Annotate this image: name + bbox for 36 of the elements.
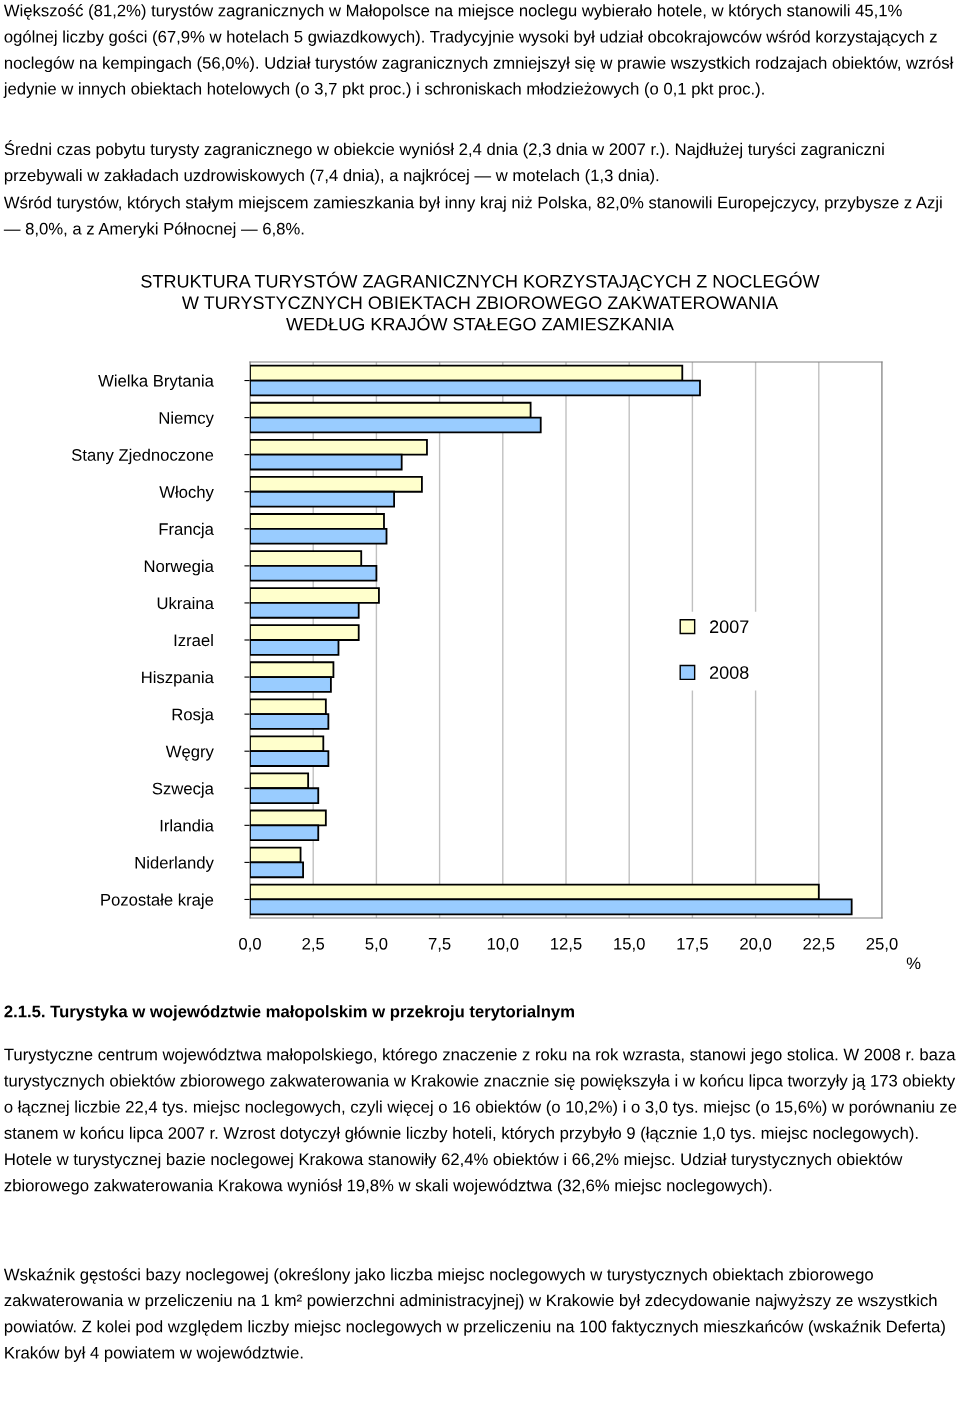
chart-title: STRUKTURA TURYSTÓW ZAGRANICZNYCH KORZYSTAJĄCYCH Z NOCLEGÓW W TURYSTYCZNYCH OBIEKTACH ZBIOROWEGO ZAKWATEROWANIA WEDŁUG KRAJÓW STAŁEGO ZAMIESZKANIA: [141, 271, 820, 331]
x-tick-label: 2,5: [302, 937, 325, 952]
legend-label: 2008: [710, 666, 749, 679]
text: 2.1.5. Turystyka w województwie małopolskim w przekroju terytorialnym: [4, 1005, 574, 1021]
x-axis-title: %: [906, 957, 921, 970]
y-tick-label: Niemcy: [159, 411, 214, 428]
text: Wśród turystów, których stałym miejscem zamieszkania był inny kraj niż Polska, 82,0% stanowili Europejczycy, przybysze z Azji — 8,0%, a z Ameryki Północnej — 6,8%.: [3, 196, 942, 238]
x-tick-label: 25,0: [866, 937, 898, 952]
y-tick-label: Węgry: [165, 745, 214, 761]
y-tick-label: Włochy: [159, 485, 214, 502]
y-tick-label: Niderlandy: [135, 856, 214, 872]
y-tick-label: Wielka Brytania: [98, 374, 214, 391]
x-tick-label: 12,5: [551, 937, 582, 952]
x-tick-label: 10,0: [487, 937, 519, 952]
text: Wskaźnik gęstości bazy noclegowej (określony jako liczba miejsc noclegowych w turystycznych obiektach zbiorowego zakwaterowania w przeliczeniu na 1 km² powierzchni administracyjnej) w Krakowie był zdecydowanie najwyższy ze wszystkich powiatów. Z kolei pod względem liczby miejsc noclegowych w przeliczeniu na 100 faktycznych mieszkańców (wskaźnik Deferta) Kraków był 4 powiatem w województwie.: [3, 1268, 945, 1362]
x-tick-label: 17,5: [677, 938, 708, 952]
y-tick-label: Szwecja: [152, 782, 214, 798]
legend-label: 2007: [710, 620, 749, 634]
y-tick-label: Rosja: [172, 708, 214, 724]
x-tick-label: 22,5: [803, 937, 835, 952]
x-tick-label: 5,0: [365, 937, 388, 952]
x-tick-label: 20,0: [740, 937, 772, 952]
y-tick-label: Stany Zjednoczone: [71, 448, 214, 465]
text: Większość (81,2%) turystów zagranicznych w Małopolsce na miejsce noclegu wybierało hotele, w których stanowili 45,1% ogólnej liczby gości (67,9% w hotelach 5 gwiazdkowych). Tradycyjnie wysoki był udział obcokrajowców wśród korzystających z noclegów na kempingach (56,0%). Udział turystów zagranicznych zmniejszył się w prawie wszystkich rodzajach obiektów, wzrósł jedynie w innych obiektach hotelowych (o 3,7 pkt proc.) i schroniskach młodzieżowych (o 0,1 pkt proc.).: [3, 4, 954, 98]
y-tick-label: Ukraina: [157, 596, 214, 610]
y-tick-label: Francja: [159, 522, 214, 539]
y-tick-label: Izrael: [174, 633, 213, 647]
text: Turystyczne centrum województwa małopolskiego, którego znaczenie z roku na rok wzrasta, stanowi jego stolica. W 2008 r. baza turystycznych obiektów zbiorowego zakwaterowania w Krakowie znacznie się powiększyła i w końcu lipca tworzyły ją 173 obiekty o łącznej liczbie 22,4 tys. miejsc noclegowych, czyli więcej o 16 obiektów (o 10,2%) i o 3,0 tys. miejsc (o 15,6%) w porównaniu ze stanem w końcu lipca 2007 r. Wzrost dotyczył głównie liczby hoteli, których przybyło 9 (łącznie 1,0 tys. miejsc noclegowych). Hotele w turystycznej bazie noclegowej Krakowa stanowiły 62,4% obiektów i 66,2% miejsc. Udział turystycznych obiektów zbiorowego zakwaterowania Krakowa wyniósł 19,8% w skali województwa (32,6% miejsc noclegowych).: [4, 1048, 957, 1195]
text: Średni czas pobytu turysty zagranicznego w obiekcie wyniósł 2,4 dnia (2,3 dnia w 2007 r.). Najdłużej turyści zagraniczni przebywali w zakładach uzdrowiskowych (7,4 dnia), a najkrócej — w motelach (1,3 dnia).: [4, 140, 884, 185]
y-tick-label: Pozostałe kraje: [101, 893, 214, 909]
y-tick-label: Norwegia: [144, 559, 214, 576]
x-tick-label: 7,5: [428, 938, 451, 952]
y-tick-label: Irlandia: [160, 819, 214, 832]
y-tick-label: Hiszpania: [142, 671, 214, 687]
x-tick-label: 0,0: [239, 937, 261, 952]
x-tick-label: 15,0: [614, 937, 645, 952]
